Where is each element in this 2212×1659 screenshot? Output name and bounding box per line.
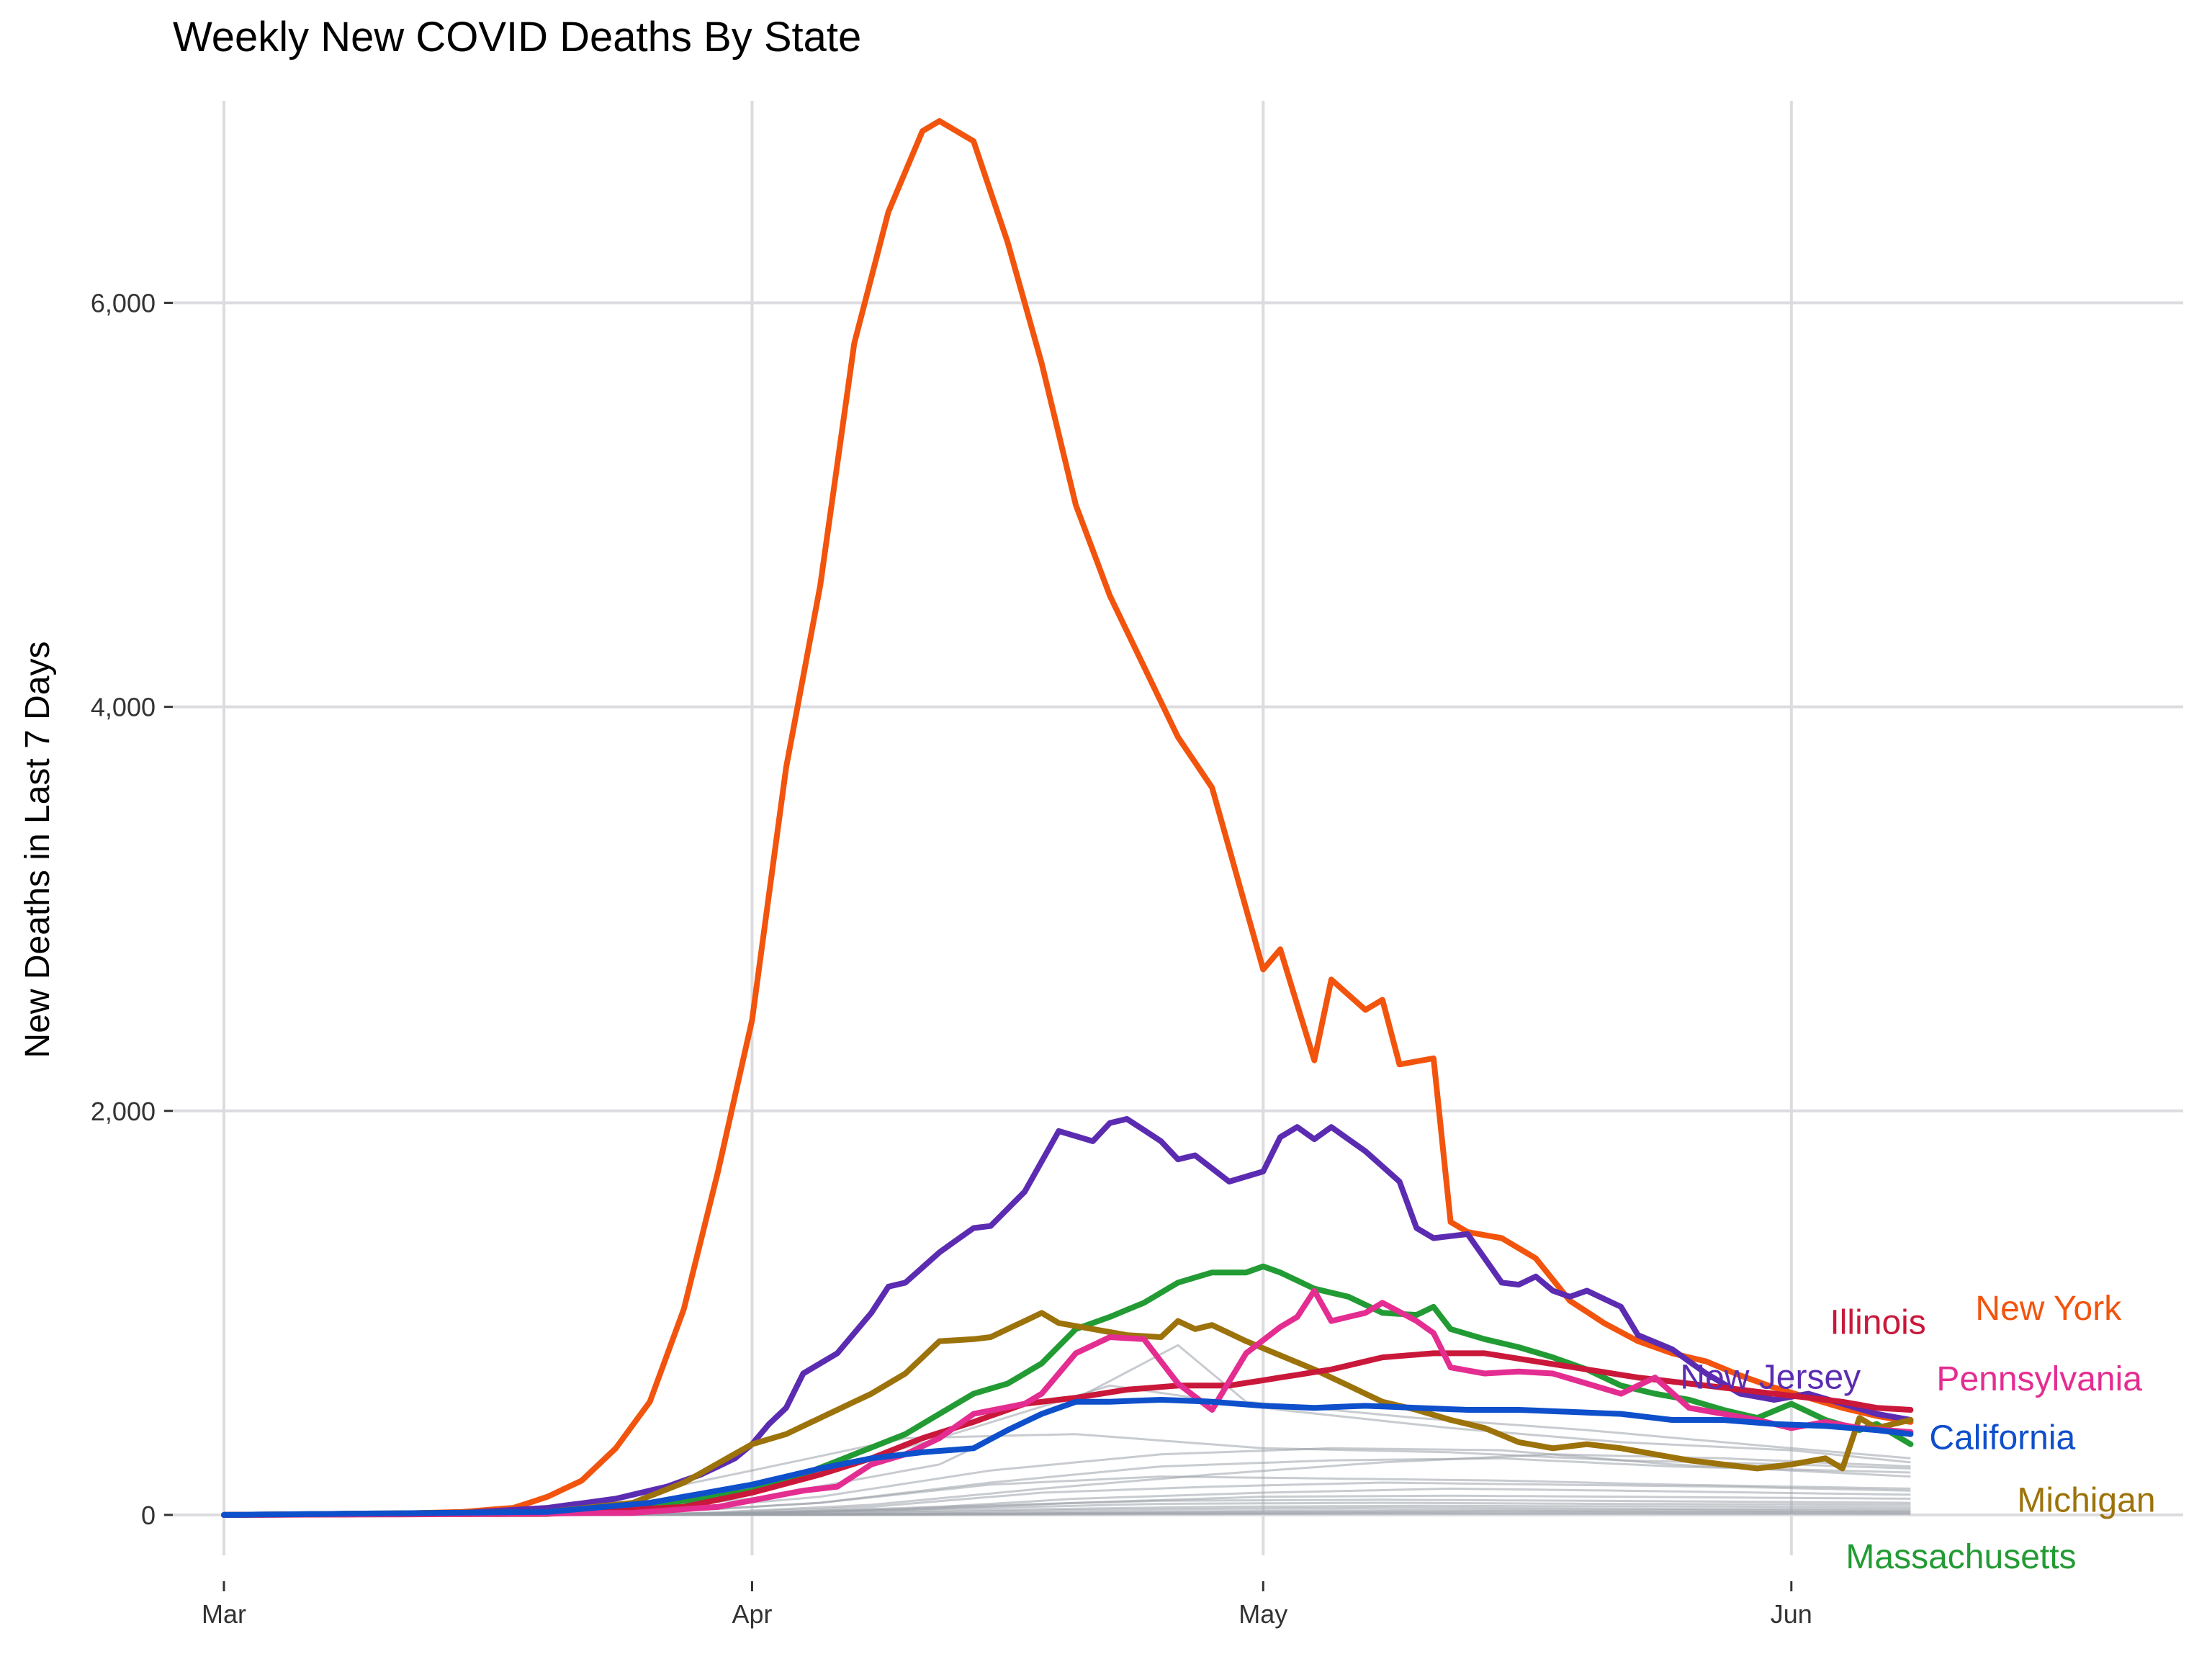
- background-series-line: [223, 1344, 1911, 1516]
- series-label-michigan: Michigan: [2017, 1481, 2155, 1519]
- background-series-layer: [223, 1344, 1911, 1516]
- y-axis-title: New Deaths in Last 7 Days: [19, 642, 57, 1058]
- axis-layer: 0 2,000 4,000 6,000 Mar Apr May Jun: [91, 289, 1812, 1629]
- chart-title: Weekly New COVID Deaths By State: [173, 14, 862, 60]
- series-line-california: [221, 1397, 1914, 1518]
- series-label-layer: New York New Jersey Massachusetts Michigan I…: [1680, 1290, 2155, 1576]
- highlight-series-layer: [221, 118, 1914, 1518]
- series-label-new-jersey: New Jersey: [1680, 1358, 1861, 1396]
- series-label-pennsylvania: Pennsylvania: [1936, 1360, 2142, 1398]
- series-label-california: California: [1929, 1419, 2075, 1457]
- y-tick-label: 0: [141, 1501, 156, 1530]
- series-label-illinois: Illinois: [1830, 1304, 1925, 1342]
- series-label-new-york: New York: [1975, 1290, 2122, 1328]
- x-tick-label: Apr: [732, 1599, 772, 1629]
- y-tick-label: 2,000: [91, 1097, 156, 1126]
- y-tick-label: 4,000: [91, 693, 156, 722]
- series-line-massachusetts: [221, 1263, 1914, 1518]
- series-line-new-york: [221, 118, 1914, 1518]
- x-tick-label: Mar: [202, 1599, 246, 1629]
- y-tick-label: 6,000: [91, 289, 156, 318]
- series-label-massachusetts: Massachusetts: [1845, 1538, 2076, 1576]
- x-tick-label: Jun: [1771, 1599, 1812, 1629]
- x-tick-label: May: [1238, 1599, 1287, 1629]
